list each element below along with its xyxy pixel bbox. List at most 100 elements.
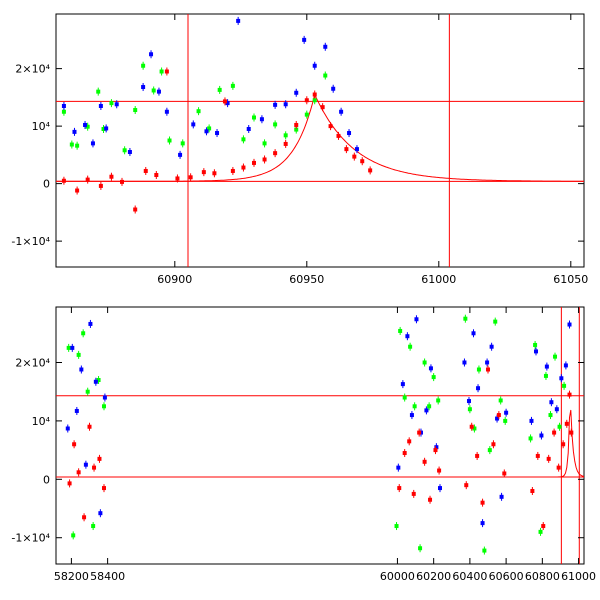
- red-data-point: [469, 424, 474, 429]
- green-data-point: [476, 367, 481, 372]
- green-data-point: [543, 373, 548, 378]
- green-data-point: [394, 524, 399, 529]
- green-data-point: [398, 328, 403, 333]
- red-data-point: [72, 442, 77, 447]
- red-data-point: [541, 524, 546, 529]
- x-tick-label: 60950: [289, 273, 324, 286]
- green-data-point: [96, 378, 101, 383]
- blue-data-point: [72, 129, 77, 134]
- red-data-point: [360, 159, 365, 164]
- red-data-point: [502, 471, 507, 476]
- green-data-point: [230, 83, 235, 88]
- red-data-point: [564, 421, 569, 426]
- bottom-plot-frame: [55, 306, 585, 565]
- red-data-point: [402, 451, 407, 456]
- red-data-point: [411, 491, 416, 496]
- top-plot-frame: [55, 13, 585, 268]
- red-data-point: [76, 470, 81, 475]
- blue-data-point: [83, 122, 88, 127]
- red-data-point: [569, 430, 574, 435]
- green-data-point: [482, 548, 487, 553]
- blue-data-point: [414, 317, 419, 322]
- blue-data-point: [559, 376, 564, 381]
- green-data-point: [431, 375, 436, 380]
- model-curve: [56, 92, 584, 182]
- blue-data-point: [61, 104, 66, 108]
- red-data-point: [475, 453, 480, 458]
- blue-data-point: [104, 126, 109, 131]
- red-data-point: [67, 481, 72, 486]
- green-data-point: [217, 87, 222, 92]
- red-data-point: [407, 439, 412, 444]
- green-data-point: [312, 98, 317, 103]
- blue-data-point: [396, 465, 401, 470]
- top-axes: 60900 60950 61000 61050 -1×10⁴ 0 10⁴ 2×10⁴: [11, 14, 588, 286]
- blue-data-point: [141, 85, 146, 90]
- blue-data-point: [302, 37, 307, 42]
- red-data-point: [480, 500, 485, 505]
- red-data-point: [344, 147, 349, 152]
- red-data-point: [464, 483, 469, 488]
- blue-data-point: [462, 360, 467, 365]
- green-data-point: [304, 112, 309, 117]
- blue-data-point: [102, 395, 107, 400]
- red-data-point: [433, 448, 438, 453]
- red-data-point: [230, 168, 235, 173]
- blue-data-point: [156, 89, 161, 94]
- blue-data-point: [480, 521, 485, 526]
- blue-data-point: [98, 511, 103, 516]
- green-data-point: [102, 404, 106, 409]
- green-data-point: [503, 418, 508, 423]
- red-data-point: [82, 515, 87, 520]
- blue-data-point: [83, 462, 88, 467]
- blue-data-point: [149, 52, 154, 57]
- green-data-point: [180, 141, 185, 146]
- green-data-point: [252, 115, 256, 120]
- red-data-point: [486, 367, 490, 372]
- red-data-point: [188, 175, 193, 180]
- green-data-point: [427, 404, 432, 409]
- green-data-point: [467, 407, 472, 412]
- blue-data-point: [70, 345, 75, 350]
- red-data-point: [283, 141, 288, 146]
- blue-data-point: [554, 407, 559, 412]
- green-data-point: [76, 352, 81, 357]
- model-curve: [56, 409, 584, 478]
- blue-data-point: [98, 104, 103, 108]
- blue-data-point: [354, 147, 359, 152]
- green-data-point: [436, 398, 441, 403]
- blue-series: [65, 315, 572, 528]
- green-data-point: [75, 143, 80, 148]
- red-data-point: [320, 105, 325, 110]
- blue-data-point: [438, 486, 442, 491]
- green-data-point: [463, 316, 468, 321]
- red-data-point: [312, 92, 317, 97]
- blue-data-point: [529, 418, 534, 423]
- blue-data-point: [405, 334, 410, 339]
- green-data-point: [294, 127, 299, 132]
- blue-data-point: [485, 360, 490, 365]
- red-data-point: [212, 171, 217, 176]
- red-data-point: [567, 392, 572, 397]
- green-data-point: [418, 546, 423, 551]
- green-data-point: [472, 426, 477, 431]
- y-tick-label: -1×10⁴: [11, 532, 50, 545]
- x-tick-label: 61000: [421, 273, 456, 286]
- blue-data-point: [204, 129, 209, 134]
- red-data-point: [397, 486, 402, 491]
- blue-data-point: [495, 416, 500, 421]
- red-series: [67, 365, 574, 531]
- green-data-point: [81, 331, 86, 336]
- green-data-point: [159, 69, 164, 74]
- red-data-point: [417, 430, 422, 435]
- green-data-point: [402, 395, 407, 400]
- red-data-point: [175, 176, 180, 181]
- green-data-point: [553, 354, 558, 359]
- red-data-point: [437, 468, 442, 473]
- y-tick-label: 10⁴: [32, 415, 51, 428]
- blue-data-point: [409, 413, 414, 418]
- blue-data-point: [236, 18, 241, 23]
- x-tick-label: 60000: [380, 570, 415, 583]
- green-data-point: [96, 89, 101, 94]
- red-data-point: [294, 122, 299, 127]
